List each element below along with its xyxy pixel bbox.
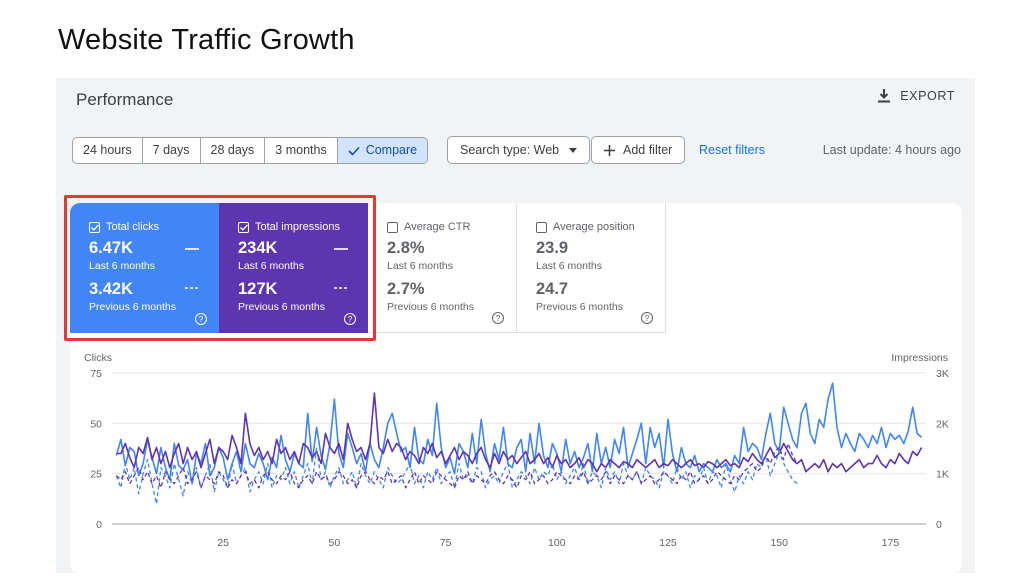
solid-line-legend-icon (334, 248, 348, 250)
metric-value: 2.8% (387, 239, 425, 257)
y-tick-label: 75 (90, 368, 102, 380)
caret-down-icon (569, 147, 578, 153)
y-right-tick-label: 2K (936, 418, 949, 430)
x-tick-label: 75 (440, 537, 452, 549)
y-tick-label: 0 (96, 519, 102, 531)
metric-period: Last 6 months (536, 260, 602, 272)
range-28-days[interactable]: 28 days (201, 138, 266, 163)
metric-label: Average CTR (404, 221, 471, 233)
x-tick-label: 25 (217, 537, 229, 549)
metric-label: Average position (553, 221, 635, 233)
range-7-days[interactable]: 7 days (143, 138, 201, 163)
range-compare-label: Compare (365, 143, 418, 157)
x-tick-label: 50 (329, 537, 341, 549)
checkbox-unchecked-icon[interactable] (387, 221, 398, 233)
x-tick-label: 175 (882, 537, 900, 549)
metric-period: Last 6 months (238, 260, 304, 272)
performance-title: Performance (76, 90, 174, 109)
y-right-tick-label: 0 (936, 519, 942, 531)
checkbox-unchecked-icon[interactable] (536, 221, 547, 233)
help-icon[interactable]: ? (344, 313, 356, 325)
metric-prev-period: Previous 6 months (536, 301, 623, 313)
metric-prev-value: 24.7 (536, 280, 569, 298)
metric-prev-value: 3.42K (89, 280, 134, 298)
range-compare[interactable]: Compare (337, 138, 428, 163)
highlight-box (64, 195, 376, 341)
metric-total-impressions[interactable]: Total impressions 234K Last 6 months 127… (219, 203, 368, 333)
solid-line-legend-icon (185, 248, 199, 250)
metric-prev-period: Previous 6 months (238, 301, 325, 313)
series-line-0 (115, 382, 923, 485)
checkbox-checked-icon[interactable] (89, 221, 100, 233)
metric-total-clicks[interactable]: Total clicks 6.47K Last 6 months 3.42K P… (70, 203, 219, 333)
metric-value: 23.9 (536, 239, 569, 257)
y-axis-right-label: Impressions (891, 352, 948, 364)
range-24-hours[interactable]: 24 hours (73, 138, 143, 163)
y-axis-label: Clicks (84, 352, 112, 364)
metric-prev-period: Previous 6 months (89, 301, 176, 313)
performance-chart: Clicks Impressions 0 0 25 1K 50 2K 75 3K 25 50 75 100… (84, 352, 949, 549)
x-tick-label: 100 (548, 537, 566, 549)
plus-icon (604, 144, 615, 156)
last-update-text: Last update: 4 hours ago (822, 143, 961, 157)
range-3-months[interactable]: 3 months (265, 138, 338, 163)
series-line-2 (115, 446, 798, 505)
check-icon (348, 146, 360, 156)
add-filter-button[interactable]: Add filter (591, 136, 686, 164)
metric-period: Last 6 months (387, 260, 453, 272)
y-tick-label: 50 (90, 418, 102, 430)
metric-label: Total impressions (255, 221, 340, 233)
metric-average-position[interactable]: Average position 23.9 Last 6 months 24.7… (517, 203, 666, 333)
export-button[interactable]: EXPORT (876, 88, 955, 104)
x-tick-label: 150 (770, 537, 788, 549)
metrics-chart-card: Total clicks 6.47K Last 6 months 3.42K P… (70, 203, 962, 573)
metric-period: Last 6 months (89, 260, 155, 272)
metric-value: 234K (238, 239, 278, 257)
y-tick-label: 25 (90, 469, 102, 481)
dashed-line-legend-icon (185, 287, 199, 289)
y-right-tick-label: 3K (936, 368, 949, 380)
y-right-tick-label: 1K (936, 469, 949, 481)
search-type-label: Search type: Web (460, 143, 560, 157)
help-icon[interactable]: ? (492, 312, 504, 324)
page-title: Website Traffic Growth (58, 24, 355, 56)
metric-label: Total clicks (106, 221, 160, 233)
x-tick-label: 125 (659, 537, 677, 549)
metric-value: 6.47K (89, 239, 134, 257)
metric-prev-period: Previous 6 months (387, 301, 474, 313)
date-range-selector: 24 hours 7 days 28 days 3 months Compare (72, 137, 429, 164)
search-type-dropdown[interactable]: Search type: Web (447, 136, 591, 164)
metric-prev-value: 127K (238, 280, 278, 298)
add-filter-label: Add filter (623, 143, 673, 157)
series-line-1 (116, 392, 923, 473)
metric-average-ctr[interactable]: Average CTR 2.8% Last 6 months 2.7% Prev… (368, 203, 517, 333)
performance-panel: Performance EXPORT 24 hours 7 days 28 da… (56, 78, 975, 573)
dashed-line-legend-icon (334, 287, 348, 289)
metric-prev-value: 2.7% (387, 280, 425, 298)
help-icon[interactable]: ? (641, 312, 653, 324)
help-icon[interactable]: ? (195, 313, 207, 325)
series-line-3 (115, 442, 798, 489)
reset-filters-link[interactable]: Reset filters (699, 143, 765, 157)
download-icon (878, 89, 891, 103)
checkbox-checked-icon[interactable] (238, 221, 249, 233)
export-label: EXPORT (900, 89, 955, 103)
